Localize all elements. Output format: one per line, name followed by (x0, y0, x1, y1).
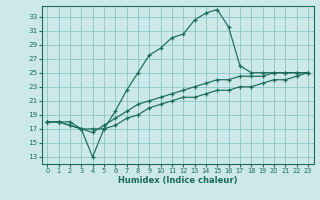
X-axis label: Humidex (Indice chaleur): Humidex (Indice chaleur) (118, 176, 237, 185)
